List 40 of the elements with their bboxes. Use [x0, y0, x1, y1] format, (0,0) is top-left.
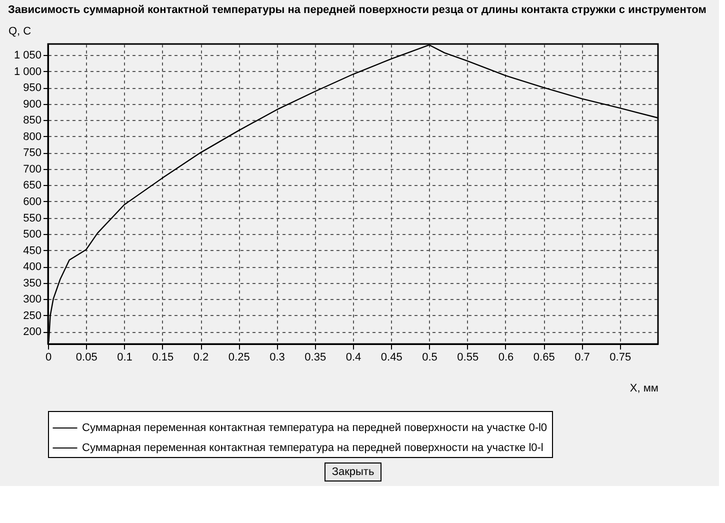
- y-tick-label: 700: [23, 163, 42, 176]
- x-tick-label: 0.65: [533, 352, 555, 364]
- y-tick-label: 250: [23, 310, 42, 322]
- chart-title: Зависимость суммарной контактной температуры на передней поверхности резца от длины контакта стружки с инструментом: [8, 4, 706, 16]
- x-tick-label: 0.6: [498, 352, 514, 364]
- x-tick-label: 0.55: [457, 352, 479, 364]
- y-axis-title: Q, C: [8, 26, 32, 38]
- y-tick-label: 400: [23, 261, 42, 274]
- x-tick-label: 0.3: [270, 352, 285, 364]
- y-tick-label: 950: [23, 82, 42, 94]
- y-tick-label: 550: [23, 212, 42, 224]
- x-tick-label: 0: [45, 352, 52, 364]
- legend-label: Суммарная переменная контактная температура на передней поверхности на участке 0-l0: [82, 422, 548, 434]
- text: Закрыть: [332, 466, 374, 478]
- y-tick-label: 850: [23, 114, 42, 127]
- x-tick-label: 0.1: [117, 352, 132, 364]
- x-axis-title: X, мм: [630, 382, 658, 394]
- x-tick-label: 0.75: [610, 352, 632, 364]
- y-tick-label: 1 050: [14, 50, 42, 62]
- x-tick-label: 0.5: [422, 352, 438, 364]
- y-tick-label: 650: [23, 180, 42, 192]
- y-tick-label: 450: [23, 244, 42, 257]
- y-tick-label: 300: [23, 294, 42, 306]
- y-tick-label: 800: [23, 130, 42, 143]
- y-tick-label: 600: [23, 196, 42, 208]
- x-tick-label: 0.35: [304, 352, 326, 364]
- x-tick-label: 0.7: [574, 352, 590, 364]
- y-tick-label: 1 000: [14, 66, 42, 78]
- x-tick-label: 0.15: [152, 352, 174, 364]
- x-tick-label: 0.05: [76, 352, 98, 364]
- y-tick-label: 200: [23, 326, 42, 338]
- legend-label: Суммарная переменная контактная температура на передней поверхности на участке l0-l: [82, 442, 544, 454]
- x-tick-label: 0.2: [193, 352, 209, 364]
- y-tick-label: 350: [23, 277, 42, 290]
- x-tick-label: 0.45: [380, 352, 402, 364]
- y-tick-label: 900: [23, 98, 42, 110]
- x-tick-label: 0.25: [228, 352, 250, 364]
- x-tick-label: 0.4: [346, 352, 362, 364]
- y-tick-label: 750: [23, 147, 42, 160]
- y-tick-label: 500: [23, 228, 42, 241]
